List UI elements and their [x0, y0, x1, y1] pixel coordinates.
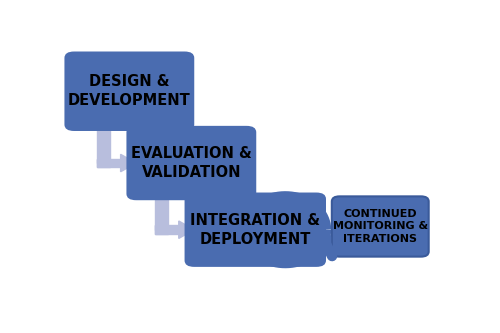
- Polygon shape: [120, 154, 136, 172]
- Text: CONTINUED
MONITORING &
ITERATIONS: CONTINUED MONITORING & ITERATIONS: [332, 209, 428, 244]
- Polygon shape: [154, 225, 179, 234]
- Polygon shape: [154, 225, 168, 234]
- FancyBboxPatch shape: [126, 126, 256, 200]
- Text: INTEGRATION &
DEPLOYMENT: INTEGRATION & DEPLOYMENT: [190, 212, 320, 247]
- Text: EVALUATION &
VALIDATION: EVALUATION & VALIDATION: [131, 146, 252, 180]
- FancyBboxPatch shape: [184, 192, 326, 267]
- Polygon shape: [96, 125, 110, 163]
- Polygon shape: [179, 221, 194, 238]
- Polygon shape: [96, 159, 110, 167]
- Polygon shape: [154, 194, 168, 230]
- FancyBboxPatch shape: [332, 196, 428, 257]
- FancyBboxPatch shape: [64, 52, 194, 131]
- Polygon shape: [96, 159, 120, 167]
- Text: DESIGN &
DEVELOPMENT: DESIGN & DEVELOPMENT: [68, 74, 190, 108]
